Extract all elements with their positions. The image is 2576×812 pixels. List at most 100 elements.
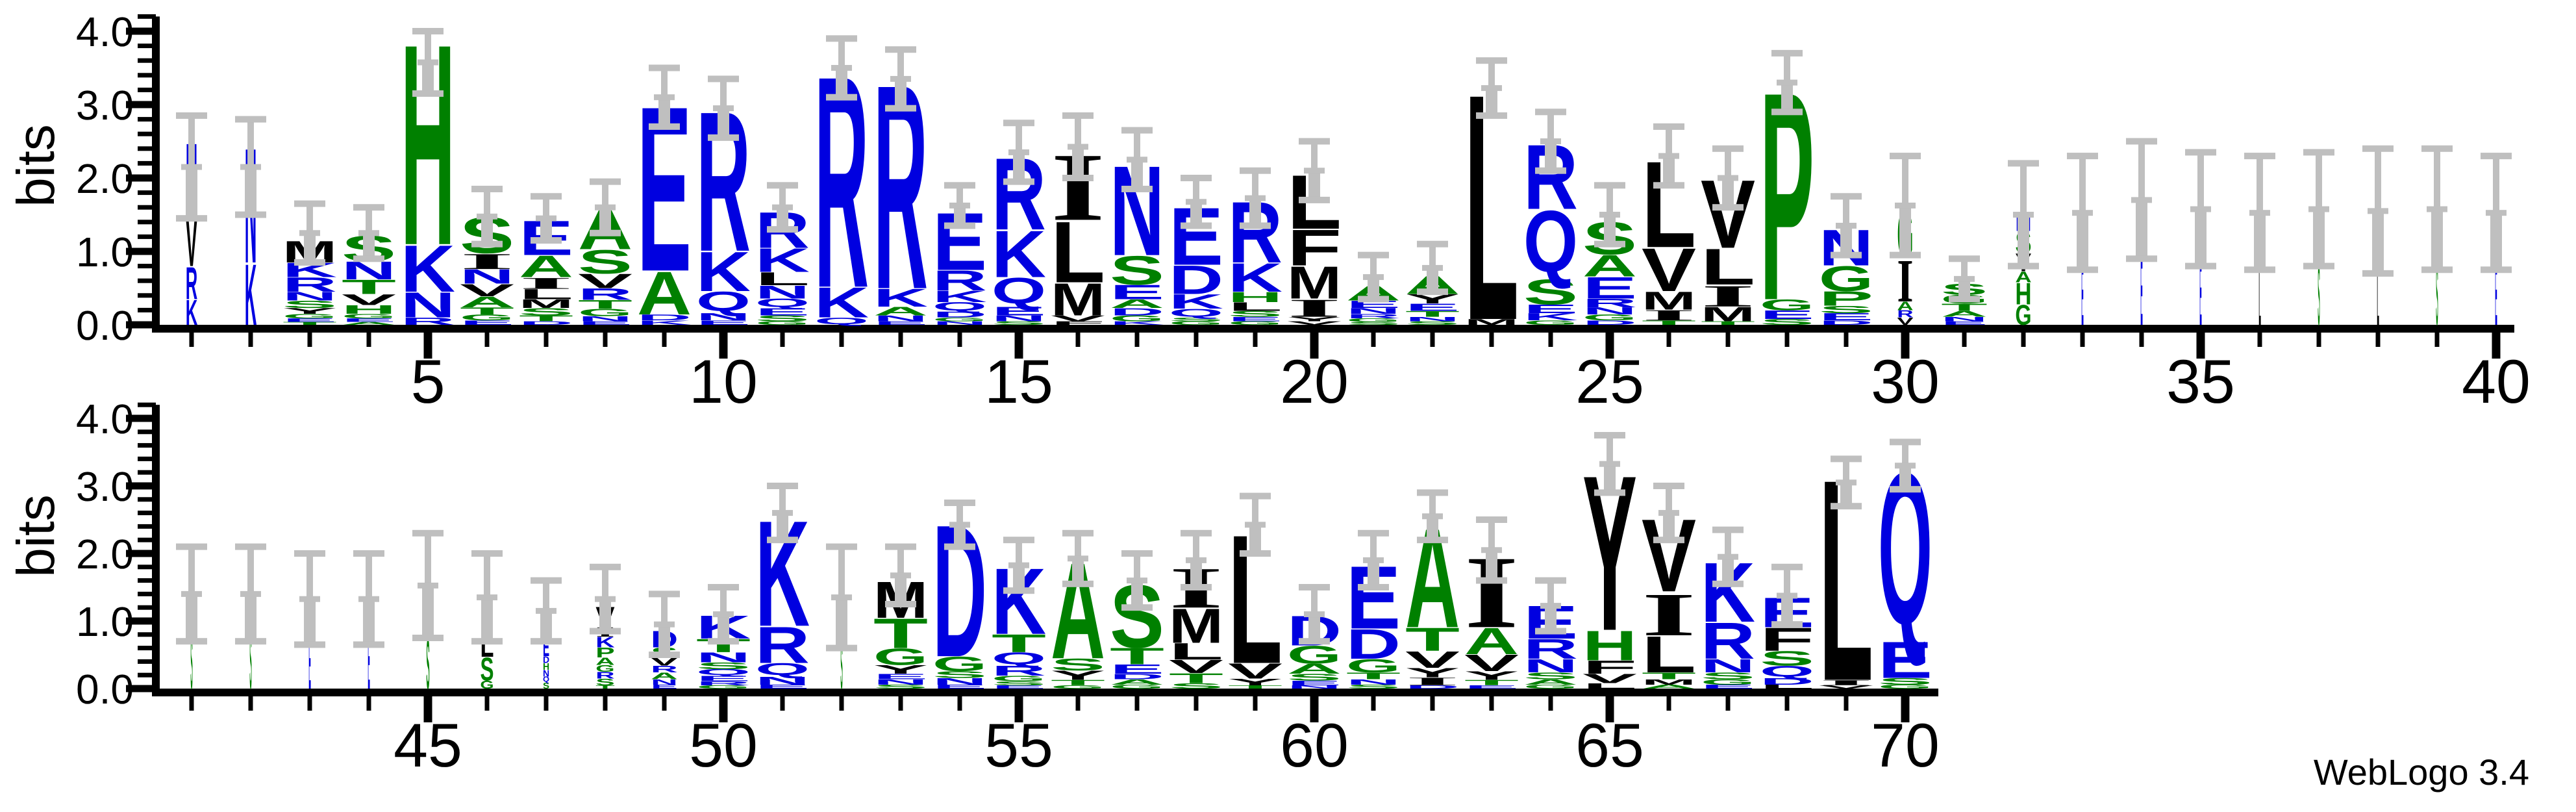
error-bar-cap-bottom	[235, 638, 266, 645]
logo-letter: T	[282, 321, 337, 325]
logo-letter-glyph: G	[481, 678, 494, 691]
logo-letter-glyph: E	[1819, 311, 1873, 323]
error-bar-cap-bottom	[176, 638, 207, 645]
logo-letter-glyph: Y	[1228, 677, 1282, 687]
logo-letter: N	[460, 265, 514, 288]
error-bar-cap-top	[708, 584, 739, 590]
x-tick-label: 60	[1280, 711, 1349, 780]
x-minor-tick	[1725, 333, 1731, 347]
logo-letter: D	[1760, 676, 1814, 687]
logo-letter-glyph: S	[873, 683, 928, 690]
logo-letter: E	[696, 674, 751, 683]
error-bar-cap-top	[590, 178, 621, 185]
error-bar-cap-top	[2421, 145, 2453, 152]
logo-letter: I	[460, 249, 514, 274]
logo-letter-glyph: E	[873, 672, 928, 681]
logo-letter-glyph: E	[1582, 271, 1637, 305]
logo-letter-glyph: T	[1642, 670, 1696, 681]
logo-letter: A	[1287, 661, 1342, 677]
logo-letter: D	[1169, 257, 1223, 303]
error-bar-cap-bottom	[1181, 222, 1212, 229]
logo-letter: S	[1523, 670, 1578, 681]
logo-letter-glyph: S	[190, 620, 192, 705]
logo-letter-glyph: D	[1346, 620, 1401, 668]
x-axis	[152, 325, 2514, 333]
logo-letter: S	[1760, 318, 1814, 327]
logo-letter-glyph: G	[1110, 314, 1164, 323]
logo-letter-glyph: Q	[696, 286, 751, 317]
x-minor-tick	[2021, 333, 2026, 347]
logo-letter: N	[651, 678, 678, 686]
logo-letter-glyph: G	[1346, 655, 1401, 677]
logo-letter-glyph: S	[840, 629, 842, 703]
logo-letter-glyph: R	[578, 285, 632, 303]
x-minor-tick	[1784, 333, 1790, 347]
error-bar-cap-top	[1831, 455, 1862, 463]
x-minor-tick	[366, 696, 371, 711]
y-axis-title-top: bits	[6, 124, 66, 207]
error-bar-cap-mid	[1954, 275, 1975, 282]
logo-letter: L	[1642, 626, 1696, 683]
logo-letter-glyph: M	[1642, 678, 1696, 686]
error-bar-cap-bottom	[531, 638, 562, 645]
logo-letter-glyph: N	[696, 311, 751, 323]
logo-letter: Q	[992, 649, 1046, 668]
error-bar-cap-mid	[1481, 547, 1502, 553]
logo-letter-glyph: E	[696, 319, 751, 326]
error-bar-lower	[1663, 156, 1675, 186]
logo-letter-glyph: K	[1523, 311, 1578, 323]
logo-letter: N	[755, 282, 810, 303]
error-bar-lower	[1190, 560, 1202, 587]
x-axis	[152, 689, 1938, 696]
error-bar-cap-top	[1358, 251, 1389, 259]
x-minor-tick	[1134, 333, 1140, 347]
logo-letter: R	[1897, 308, 1913, 320]
logo-letter-glyph: G	[1110, 683, 1164, 690]
x-minor-tick	[1075, 333, 1081, 347]
y-minor-tick	[138, 565, 156, 570]
error-bar-cap-mid	[1895, 463, 1916, 469]
logo-letter: A	[1464, 620, 1519, 663]
logo-letter: M	[1287, 257, 1342, 309]
error-bar-cap-mid	[1068, 144, 1088, 150]
error-bar-lower	[1486, 550, 1497, 581]
logo-letter: K	[1169, 290, 1223, 313]
y-minor-tick	[138, 278, 156, 283]
error-bar-cap-bottom	[353, 255, 384, 262]
logo-letter-glyph: V	[1819, 684, 1873, 689]
logo-letter: R	[578, 285, 632, 303]
logo-letter-glyph: A	[1110, 297, 1164, 311]
logo-letter-glyph: E	[2081, 246, 2083, 344]
logo-letter-glyph: G	[1582, 313, 1637, 322]
logo-letter: V	[651, 655, 678, 668]
error-bar-lower	[658, 624, 670, 655]
error-bar-cap-mid	[2190, 206, 2211, 212]
error-bar-cap-top	[1653, 483, 1684, 489]
error-bar-lower	[304, 233, 316, 262]
logo-letter: A	[1110, 678, 1164, 686]
error-bar-cap-bottom	[767, 537, 798, 544]
logo-letter: N	[1523, 655, 1578, 677]
logo-letter-glyph: G	[1878, 683, 1932, 690]
x-tick-label: 70	[1871, 711, 1940, 780]
error-bar-lower	[2372, 210, 2384, 273]
logo-letter: G	[1582, 313, 1637, 322]
logo-letter-glyph: T	[342, 275, 396, 298]
x-minor-tick	[248, 696, 253, 711]
logo-letter: V	[460, 281, 514, 300]
logo-letter: H	[1228, 289, 1282, 305]
x-minor-tick	[662, 696, 667, 711]
logo-letter-glyph: N	[755, 674, 810, 687]
logo-letter: R	[401, 316, 455, 327]
logo-letter: V	[1464, 650, 1519, 676]
logo-letter: G	[755, 320, 810, 326]
x-minor-tick	[2080, 333, 2085, 347]
error-bar-lower	[1131, 580, 1143, 608]
logo-letter: S	[481, 651, 494, 688]
error-bar-cap-mid	[1008, 149, 1029, 155]
logo-letter-glyph: L	[755, 268, 810, 289]
error-bar-cap-top	[1949, 255, 1980, 262]
logo-letter-glyph: M	[1287, 257, 1342, 309]
error-bar-cap-mid	[477, 213, 497, 220]
logo-letter: M	[1169, 598, 1223, 653]
